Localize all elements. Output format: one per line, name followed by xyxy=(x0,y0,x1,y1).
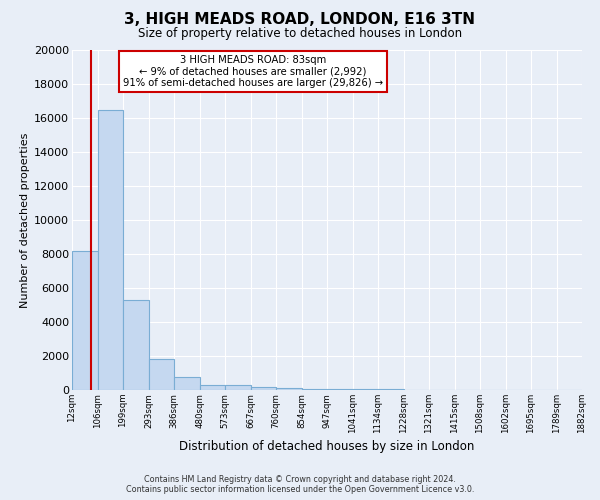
Y-axis label: Number of detached properties: Number of detached properties xyxy=(20,132,30,308)
Bar xyxy=(251,388,276,390)
Bar xyxy=(276,388,302,390)
Text: 3 HIGH MEADS ROAD: 83sqm
← 9% of detached houses are smaller (2,992)
91% of semi: 3 HIGH MEADS ROAD: 83sqm ← 9% of detache… xyxy=(123,55,383,88)
Text: Contains HM Land Registry data © Crown copyright and database right 2024.
Contai: Contains HM Land Registry data © Crown c… xyxy=(126,474,474,494)
Bar xyxy=(174,378,200,390)
X-axis label: Distribution of detached houses by size in London: Distribution of detached houses by size … xyxy=(179,440,475,453)
Text: Size of property relative to detached houses in London: Size of property relative to detached ho… xyxy=(138,28,462,40)
Bar xyxy=(225,386,251,390)
Bar xyxy=(302,388,327,390)
Bar xyxy=(72,250,98,390)
Bar xyxy=(123,300,149,390)
Bar xyxy=(200,384,225,390)
Bar xyxy=(98,110,123,390)
Bar xyxy=(327,389,353,390)
Text: 3, HIGH MEADS ROAD, LONDON, E16 3TN: 3, HIGH MEADS ROAD, LONDON, E16 3TN xyxy=(125,12,476,28)
Bar xyxy=(149,358,174,390)
